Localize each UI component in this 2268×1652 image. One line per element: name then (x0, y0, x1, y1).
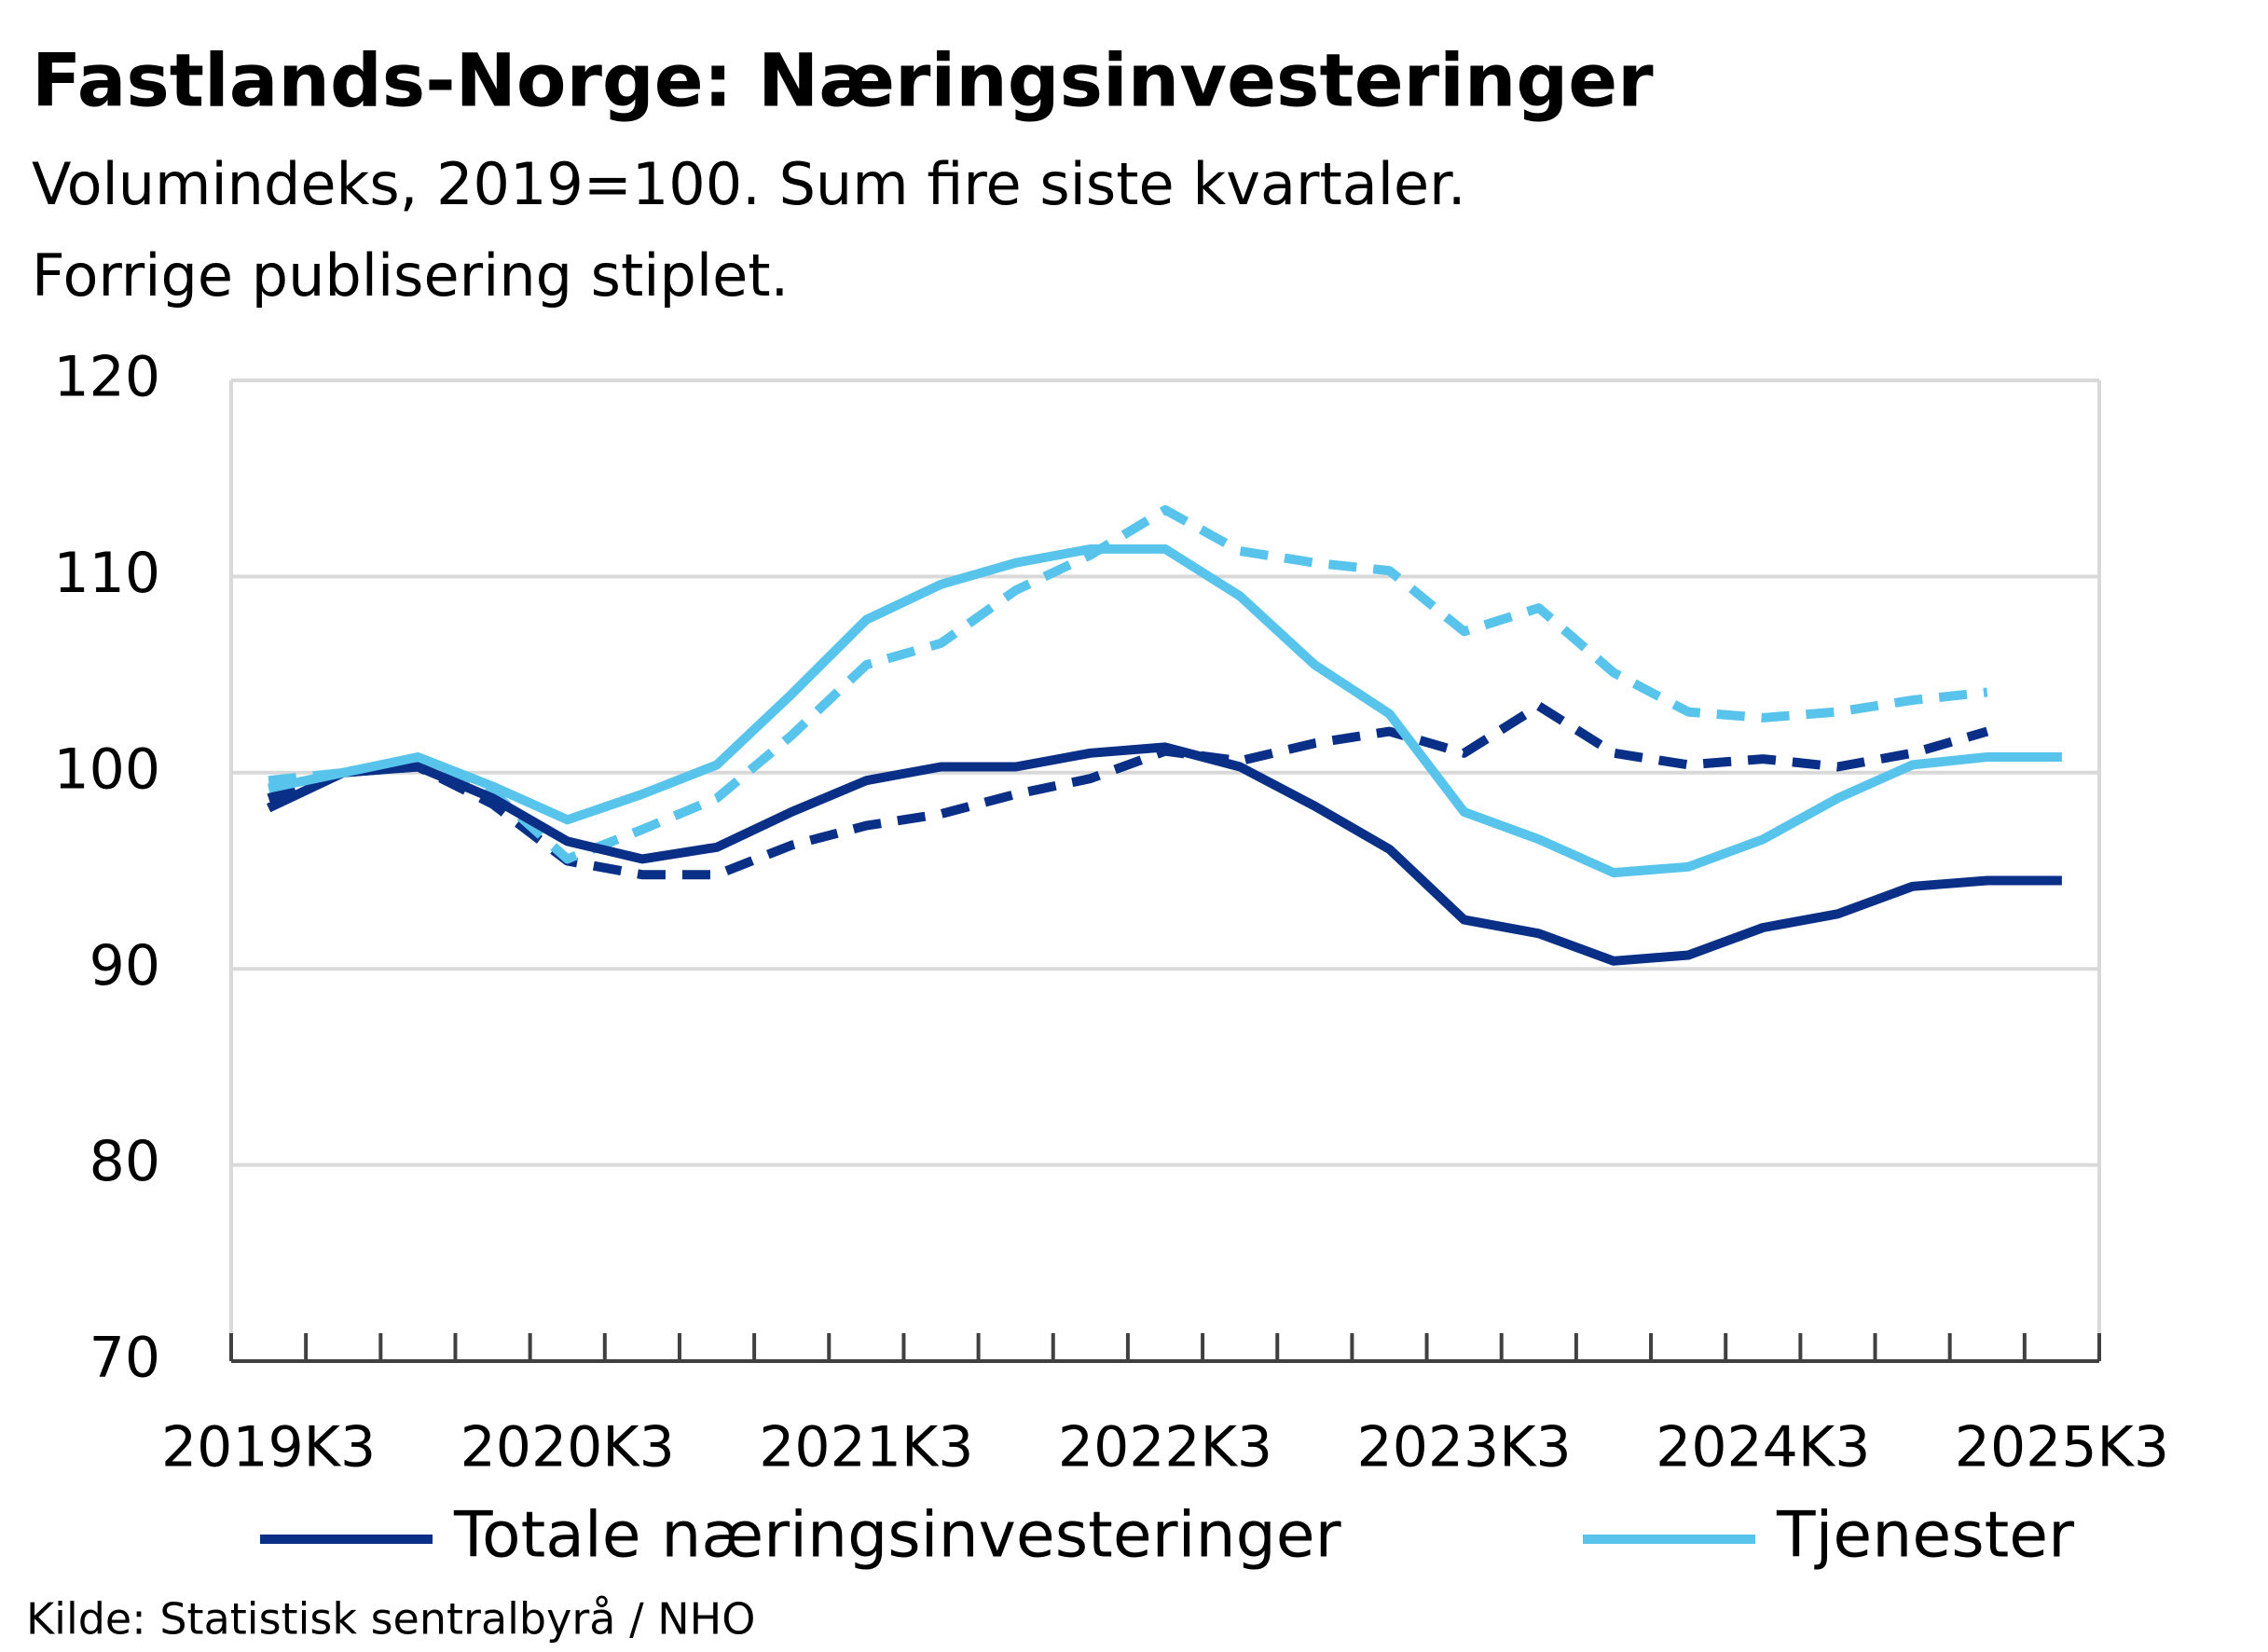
y-tick-label: 100 (53, 737, 160, 802)
x-tick-label: 2023K3 (1357, 1415, 1572, 1480)
chart-title: Fastlands-Norge: Næringsinvesteringer (32, 39, 1654, 123)
x-tick-label: 2022K3 (1058, 1415, 1272, 1480)
series-line (268, 544, 2062, 878)
y-tick-label: 70 (89, 1326, 160, 1391)
y-tick-label: 120 (53, 345, 160, 410)
source: Kilde: Statistisk sentralbyrå / NHO (26, 1594, 755, 1645)
series-line (266, 742, 2062, 966)
y-tick-label: 110 (53, 541, 160, 606)
legend-label: Totale næringsinvesteringer (453, 1499, 1341, 1573)
x-tick-label: 2021K3 (759, 1415, 973, 1480)
y-tick-label: 80 (89, 1129, 160, 1194)
x-tick-label: 2024K3 (1656, 1415, 1870, 1480)
y-tick-label: 90 (89, 933, 160, 998)
chart-subtitle: Forrige publisering stiplet. (32, 241, 789, 310)
previous-line (268, 504, 1988, 864)
chart-subtitle: Volumindeks, 2019=100. Sum fire siste kv… (32, 150, 1466, 218)
x-tick-label: 2019K3 (161, 1415, 376, 1480)
legend-label: Tjenester (1776, 1499, 2074, 1573)
x-tick-label: 2020K3 (460, 1415, 675, 1480)
x-tick-label: 2025K3 (1955, 1415, 2169, 1480)
